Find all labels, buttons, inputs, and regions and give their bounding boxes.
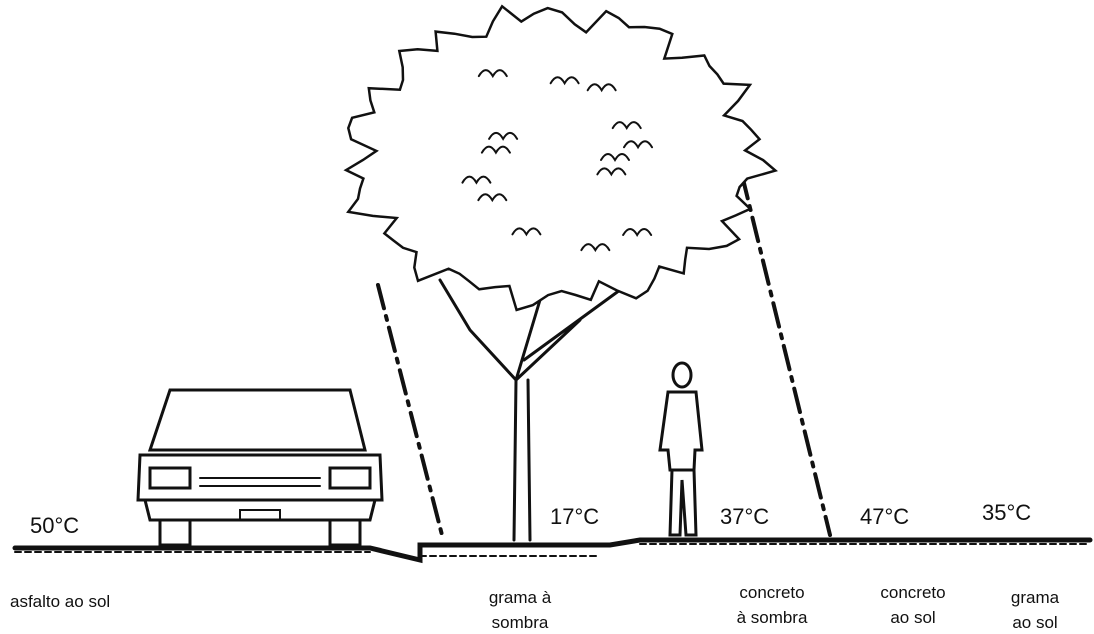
person bbox=[660, 363, 702, 535]
temperature: 50°C bbox=[30, 513, 79, 538]
scene: 50°C asfalto ao sol 17°C grama à sombra 3… bbox=[0, 0, 1094, 634]
surface-line: sombra bbox=[492, 613, 549, 632]
surface-line: asfalto ao sol bbox=[10, 592, 110, 611]
surface-label: grama à sombra bbox=[489, 588, 552, 632]
surface-line: à sombra bbox=[737, 608, 808, 627]
surface-line: grama bbox=[1011, 588, 1060, 607]
temperature: 35°C bbox=[982, 500, 1031, 525]
surface-line: ao sol bbox=[1012, 613, 1057, 632]
shade-line bbox=[742, 175, 830, 535]
illustration bbox=[15, 6, 1090, 560]
surface-line: ao sol bbox=[890, 608, 935, 627]
temperature: 47°C bbox=[860, 504, 909, 529]
shade-line bbox=[378, 285, 442, 535]
canopy bbox=[346, 6, 775, 310]
surface-label: concreto ao sol bbox=[880, 583, 945, 627]
surface-line: grama à bbox=[489, 588, 552, 607]
surface-label: grama ao sol bbox=[1011, 588, 1060, 632]
surface-label: asfalto ao sol bbox=[10, 592, 110, 611]
temperature: 37°C bbox=[720, 504, 769, 529]
surface-line: concreto bbox=[880, 583, 945, 602]
car bbox=[138, 390, 382, 545]
temperature: 17°C bbox=[550, 504, 599, 529]
surface-line: concreto bbox=[739, 583, 804, 602]
surface-label: concreto à sombra bbox=[737, 583, 808, 627]
trunk-side bbox=[528, 380, 530, 540]
